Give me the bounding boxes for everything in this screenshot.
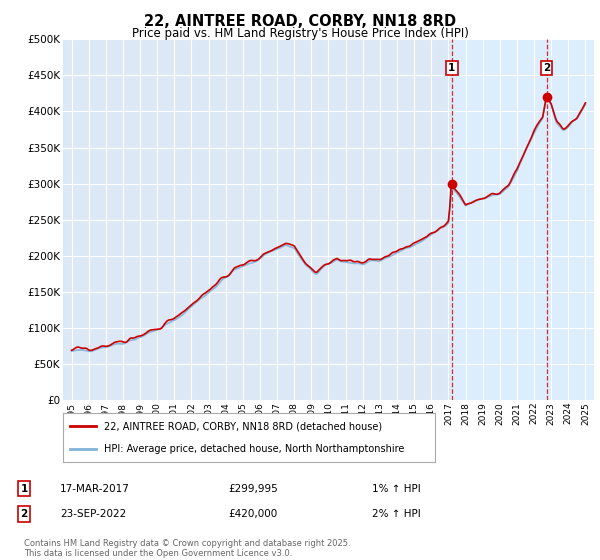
- Text: Contains HM Land Registry data © Crown copyright and database right 2025.
This d: Contains HM Land Registry data © Crown c…: [24, 539, 350, 558]
- Text: Price paid vs. HM Land Registry's House Price Index (HPI): Price paid vs. HM Land Registry's House …: [131, 27, 469, 40]
- Text: 22, AINTREE ROAD, CORBY, NN18 8RD: 22, AINTREE ROAD, CORBY, NN18 8RD: [144, 14, 456, 29]
- Bar: [452, 39, 594, 400]
- Text: £299,995: £299,995: [228, 484, 278, 494]
- Text: 2: 2: [543, 63, 550, 73]
- Text: HPI: Average price, detached house, North Northamptonshire: HPI: Average price, detached house, Nort…: [104, 444, 404, 454]
- Text: 2: 2: [20, 509, 28, 519]
- Text: 17-MAR-2017: 17-MAR-2017: [60, 484, 130, 494]
- Text: 23-SEP-2022: 23-SEP-2022: [60, 509, 126, 519]
- Text: 1: 1: [448, 63, 455, 73]
- Text: 22, AINTREE ROAD, CORBY, NN18 8RD (detached house): 22, AINTREE ROAD, CORBY, NN18 8RD (detac…: [104, 421, 382, 431]
- Text: 1: 1: [20, 484, 28, 494]
- Text: £420,000: £420,000: [228, 509, 277, 519]
- Text: 1% ↑ HPI: 1% ↑ HPI: [372, 484, 421, 494]
- Text: 2% ↑ HPI: 2% ↑ HPI: [372, 509, 421, 519]
